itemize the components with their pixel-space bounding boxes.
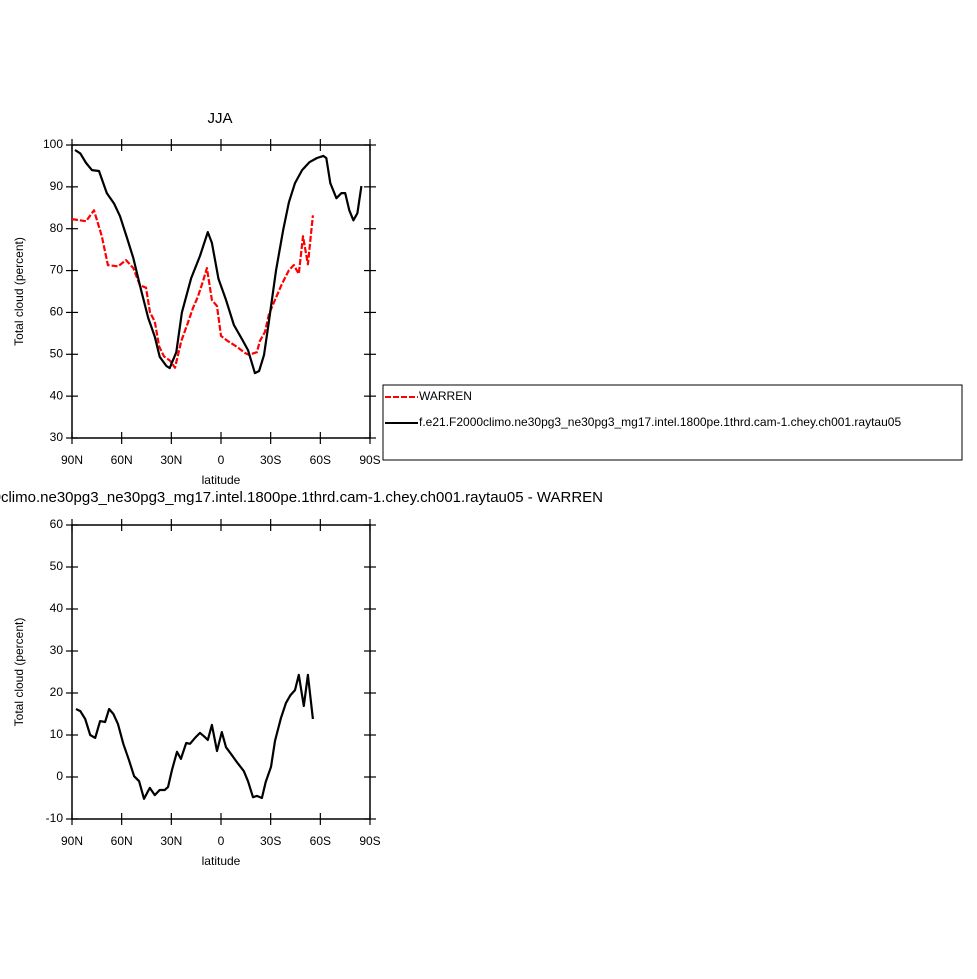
x-tick-label: 60N	[111, 453, 133, 467]
x-tick-label: 60N	[111, 834, 133, 848]
y-tick-label: 30	[50, 430, 64, 444]
x-tick-label: 90S	[359, 834, 380, 848]
x-tick-label: 30N	[160, 453, 182, 467]
x-tick-label: 90N	[61, 834, 83, 848]
y-axis-label: Total cloud (percent)	[12, 618, 26, 727]
x-axis-label: latitude	[202, 854, 241, 868]
x-tick-label: 0	[218, 453, 225, 467]
y-tick-label: 80	[50, 221, 64, 235]
y-tick-label: 10	[50, 727, 64, 741]
x-tick-label: 30S	[260, 834, 281, 848]
y-tick-label: 90	[50, 179, 64, 193]
y-tick-label: -10	[46, 811, 64, 825]
y-tick-label: 70	[50, 263, 64, 277]
x-tick-label: 60S	[310, 453, 331, 467]
y-tick-label: 40	[50, 388, 64, 402]
y-tick-label: 30	[50, 643, 64, 657]
y-tick-label: 60	[50, 517, 64, 531]
chart-title: f.e21.F2000climo.ne30pg3_ne30pg3_mg17.in…	[0, 489, 603, 506]
x-tick-label: 30S	[260, 453, 281, 467]
data-line	[71, 209, 314, 369]
legend-label: f.e21.F2000climo.ne30pg3_ne30pg3_mg17.in…	[419, 415, 901, 429]
y-tick-label: 20	[50, 685, 64, 699]
y-tick-label: 0	[56, 769, 63, 783]
plot-frame	[71, 144, 371, 439]
y-tick-label: 100	[43, 137, 63, 151]
x-tick-label: 30N	[160, 834, 182, 848]
x-tick-label: 90N	[61, 453, 83, 467]
y-tick-label: 50	[50, 346, 64, 360]
y-axis-label: Total cloud (percent)	[12, 237, 26, 346]
legend-box	[382, 384, 963, 461]
y-tick-label: 40	[50, 601, 64, 615]
x-axis-label: latitude	[202, 473, 241, 487]
data-line	[74, 149, 363, 375]
x-tick-label: 0	[218, 834, 225, 848]
legend: WARREN f.e21.F2000climo.ne30pg3_ne30pg3_m…	[382, 384, 963, 461]
y-tick-label: 60	[50, 305, 64, 319]
x-tick-label: 60S	[310, 834, 331, 848]
data-line	[75, 673, 314, 800]
x-tick-label: 90S	[359, 453, 380, 467]
plot-frame	[71, 524, 371, 820]
legend-label: WARREN	[419, 389, 472, 403]
y-tick-label: 50	[50, 559, 64, 573]
chart-title: JJA	[207, 110, 232, 127]
